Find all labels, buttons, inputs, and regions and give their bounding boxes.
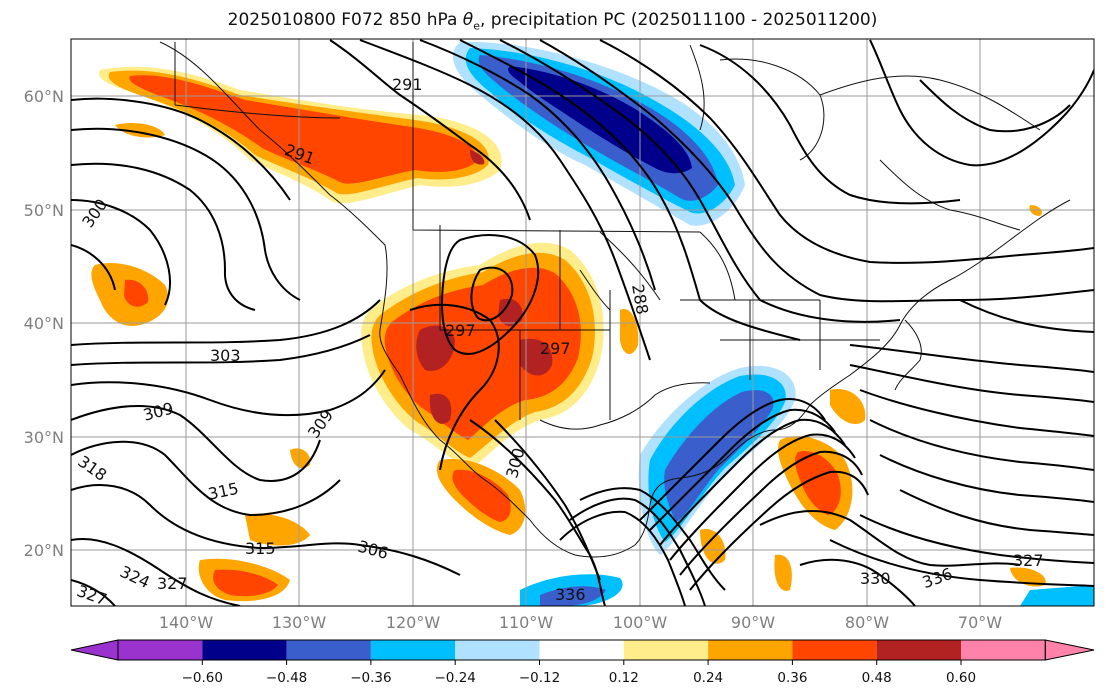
contour-label: 303 [210, 346, 241, 365]
colorbar-segment [118, 640, 203, 660]
colorbar-segment [202, 640, 287, 660]
lon-tick-label: 90°W [731, 613, 775, 632]
colorbar-tick-label: 0.12 [609, 670, 639, 686]
map-frame [70, 38, 1095, 607]
contour-label: 330 [860, 569, 891, 588]
longitude-ticks: 140°W 130°W 120°W 110°W 100°W 90°W 80°W … [159, 613, 1002, 632]
colorbar-tick-label: −0.24 [435, 670, 476, 686]
lon-tick-label: 130°W [272, 613, 327, 632]
contour-label: 336 [555, 585, 586, 604]
contour-label: 297 [540, 339, 571, 358]
map-area: 291 300 291 303 309 309 318 315 315 306 … [71, 39, 1094, 606]
colorbar-tick-label: 0.48 [862, 670, 892, 686]
colorbar-tick-label: 0.36 [777, 670, 807, 686]
theta-symbol: θ [462, 10, 474, 30]
colorbar-tick-label: −0.60 [182, 670, 223, 686]
colorbar-segment [792, 640, 877, 660]
lat-tick-label: 50°N [24, 201, 64, 220]
colorbar-segment [623, 640, 709, 660]
latitude-ticks: 60°N 50°N 40°N 30°N 20°N [24, 87, 64, 560]
lat-tick-label: 40°N [24, 314, 64, 333]
coastlines [159, 41, 1071, 558]
colorbar-tick-label: 0.60 [946, 670, 976, 686]
colorbar-extend-high [1044, 639, 1095, 661]
lon-tick-label: 70°W [958, 613, 1002, 632]
colorbar-segment [370, 640, 456, 660]
theta-subscript: e [473, 19, 480, 33]
lat-tick-label: 60°N [24, 87, 64, 106]
colorbar-tick-label: −0.48 [266, 670, 307, 686]
contour-label: 297 [445, 321, 476, 340]
contour-label: 327 [1013, 551, 1044, 570]
title-prefix: 2025010800 F072 850 hPa [227, 10, 463, 30]
map-title: 2025010800 F072 850 hPa θe, precipitatio… [0, 10, 1105, 32]
contour-label: 315 [245, 539, 276, 558]
colorbar-extend-low [70, 639, 119, 661]
lat-tick-label: 30°N [24, 428, 64, 447]
colorbar-segment [455, 640, 540, 660]
lon-tick-label: 140°W [159, 613, 214, 632]
colorbar-segment [876, 640, 961, 660]
colorbar: −0.60 −0.48 −0.36 −0.24 −0.12 0.12 0.24 … [70, 639, 1095, 686]
colorbar-tick-label: −0.12 [519, 670, 560, 686]
lat-tick-label: 20°N [24, 541, 64, 560]
colorbar-segment [286, 640, 371, 660]
lon-tick-label: 100°W [613, 613, 668, 632]
colorbar-segment [708, 640, 793, 660]
theta-e-contours [71, 39, 1094, 606]
lon-tick-label: 110°W [499, 613, 554, 632]
colorbar-segment [539, 640, 624, 660]
colorbar-tick-label: −0.36 [350, 670, 391, 686]
title-suffix: , precipitation PC (2025011100 - 2025011… [479, 10, 878, 30]
lon-tick-label: 120°W [386, 613, 441, 632]
contour-label: 291 [392, 75, 423, 94]
colorbar-tick-label: 0.24 [693, 670, 723, 686]
lon-tick-label: 80°W [845, 613, 889, 632]
precipitation-shading [91, 41, 1094, 606]
contour-label: 327 [157, 574, 188, 593]
colorbar-frame [117, 639, 1046, 661]
colorbar-segment [961, 640, 1046, 660]
